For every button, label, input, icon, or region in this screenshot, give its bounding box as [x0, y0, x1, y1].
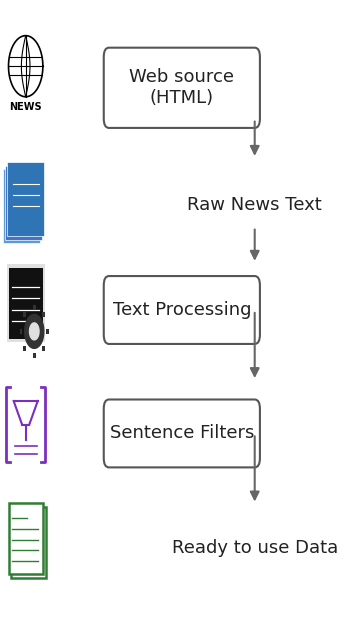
FancyBboxPatch shape: [23, 312, 26, 317]
FancyBboxPatch shape: [104, 276, 260, 344]
FancyBboxPatch shape: [5, 166, 42, 240]
FancyBboxPatch shape: [11, 507, 45, 578]
FancyBboxPatch shape: [42, 312, 45, 317]
FancyBboxPatch shape: [42, 346, 45, 351]
Text: Web source
(HTML): Web source (HTML): [129, 68, 234, 107]
FancyBboxPatch shape: [33, 305, 36, 310]
FancyBboxPatch shape: [46, 329, 49, 334]
Text: Raw News Text: Raw News Text: [187, 196, 322, 214]
FancyBboxPatch shape: [9, 268, 43, 339]
FancyBboxPatch shape: [3, 169, 40, 243]
FancyBboxPatch shape: [7, 265, 45, 342]
FancyBboxPatch shape: [7, 162, 44, 236]
FancyBboxPatch shape: [104, 399, 260, 467]
Text: NEWS: NEWS: [9, 102, 42, 112]
Text: Ready to use Data: Ready to use Data: [171, 539, 338, 557]
FancyBboxPatch shape: [9, 503, 43, 574]
FancyBboxPatch shape: [23, 346, 26, 351]
FancyBboxPatch shape: [104, 48, 260, 128]
FancyBboxPatch shape: [20, 329, 22, 334]
Polygon shape: [25, 314, 44, 348]
Text: Text Processing: Text Processing: [112, 301, 251, 319]
Polygon shape: [29, 323, 39, 340]
FancyBboxPatch shape: [33, 353, 36, 358]
Text: Sentence Filters: Sentence Filters: [110, 425, 254, 443]
